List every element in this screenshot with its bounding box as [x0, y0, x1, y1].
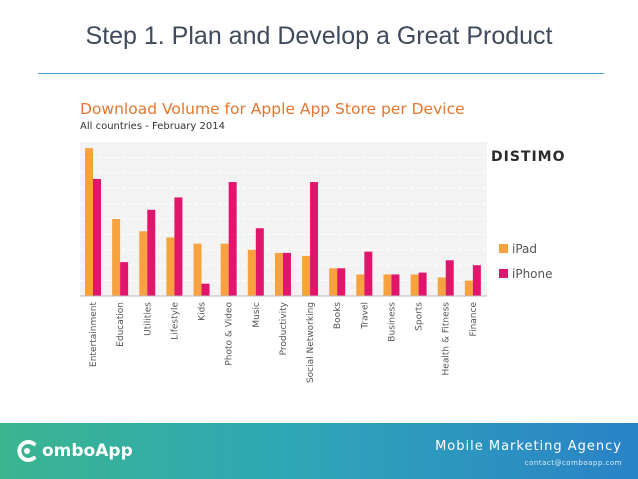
- agency-tagline: Mobile Marketing Agency: [435, 439, 622, 454]
- bar-ipad-social-networking: [302, 255, 311, 296]
- bar-iphone-social-networking: [310, 182, 319, 296]
- x-tick-label: Travel: [360, 302, 370, 330]
- x-tick-label: Kids: [198, 302, 208, 321]
- bar-ipad-business: [383, 274, 392, 296]
- bar-iphone-kids: [201, 283, 210, 296]
- bar-ipad-lifestyle: [166, 237, 175, 296]
- distimo-logo: DISTIMO: [491, 149, 566, 165]
- bar-iphone-photo-video: [228, 182, 237, 296]
- bar-iphone-education: [120, 262, 129, 296]
- legend-label-iphone: iPhone: [512, 267, 553, 281]
- bar-ipad-health-fitness: [437, 277, 446, 296]
- bar-iphone-entertainment: [93, 178, 101, 296]
- bar-ipad-education: [112, 219, 121, 296]
- x-tick-label: Education: [116, 302, 126, 347]
- slide-title: Step 1. Plan and Develop a Great Product: [85, 22, 553, 50]
- footer-banner: omboApp Mobile Marketing Agency contact@…: [0, 423, 638, 479]
- x-tick-label: Productivity: [279, 301, 289, 355]
- bar-ipad-entertainment: [85, 148, 93, 296]
- bar-iphone-finance: [472, 265, 481, 296]
- bar-iphone-productivity: [282, 252, 291, 296]
- x-tick-label: Lifestyle: [170, 302, 180, 340]
- bar-ipad-sports: [410, 274, 419, 296]
- bar-ipad-utilities: [139, 231, 148, 296]
- comboapp-c-icon: [17, 440, 36, 462]
- contact-email: contact@comboapp.com: [524, 459, 622, 467]
- x-tick-label: Entertainment: [89, 302, 99, 367]
- bar-iphone-lifestyle: [174, 197, 183, 296]
- bar-iphone-utilities: [147, 209, 156, 296]
- bar-ipad-photo-video: [220, 243, 229, 296]
- bar-iphone-books: [337, 268, 346, 296]
- x-tick-label: Music: [252, 302, 262, 328]
- x-tick-label: Photo & Video: [225, 302, 235, 366]
- bar-ipad-kids: [193, 243, 202, 296]
- chart-title: Download Volume for Apple App Store per …: [80, 100, 465, 118]
- x-tick-label: Books: [333, 302, 343, 329]
- legend-label-ipad: iPad: [512, 242, 537, 256]
- chart-subtitle: All countries - February 2014: [80, 121, 225, 132]
- x-tick-label: Utilities: [143, 302, 153, 336]
- legend-swatch-iphone: [499, 269, 508, 278]
- bar-ipad-finance: [464, 280, 473, 296]
- title-divider: [38, 73, 604, 74]
- x-tick-label: Business: [387, 302, 397, 342]
- x-tick-label: Health & Fitness: [442, 302, 452, 376]
- x-tick-label: Sports: [415, 302, 425, 331]
- bar-iphone-sports: [418, 272, 427, 296]
- bar-chart: Entertainment Education Utilities Lifestyle…: [80, 142, 553, 383]
- logo-text: omboApp: [42, 441, 133, 461]
- bar-ipad-travel: [356, 274, 365, 296]
- bar-ipad-productivity: [274, 252, 283, 296]
- comboapp-logo: omboApp: [14, 439, 133, 463]
- bar-iphone-health-fitness: [445, 260, 454, 296]
- legend-swatch-ipad: [499, 244, 508, 253]
- x-tick-label: Social Networking: [306, 302, 316, 383]
- bar-iphone-music: [255, 228, 264, 296]
- x-tick-label: Finance: [469, 302, 479, 337]
- bar-iphone-travel: [364, 251, 373, 296]
- bar-iphone-business: [391, 274, 400, 296]
- bar-ipad-music: [247, 249, 256, 296]
- bar-ipad-books: [329, 268, 338, 296]
